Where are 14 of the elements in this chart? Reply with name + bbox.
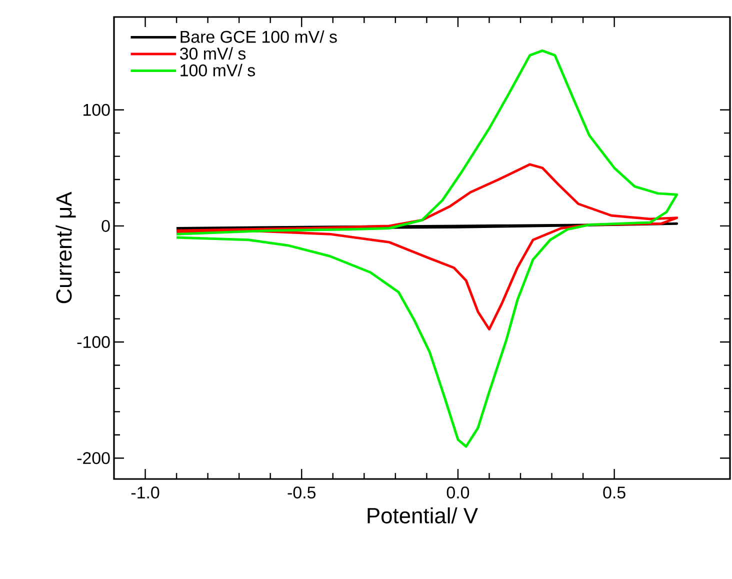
y-tick-label: 100 bbox=[84, 104, 110, 116]
legend-label: 30 mV/ s bbox=[180, 47, 246, 60]
y-tick-label: -100 bbox=[77, 336, 110, 348]
x-axis-title: Potential/ V bbox=[368, 507, 478, 524]
x-tick-label: -1.0 bbox=[131, 486, 160, 499]
y-axis-title: Current/ μA bbox=[56, 192, 76, 304]
line-series bbox=[175, 49, 678, 448]
x-tick-label: 0.5 bbox=[603, 486, 626, 499]
x-tick-label: -0.5 bbox=[288, 486, 316, 499]
x-tick-label: 0.0 bbox=[446, 486, 470, 499]
legend-label: 100 mV/ s bbox=[180, 64, 255, 76]
legend-label: Bare GCE 100 mV/ s bbox=[180, 30, 337, 43]
y-tick-label: 0 bbox=[102, 220, 110, 232]
y-tick-label: -200 bbox=[77, 452, 110, 464]
